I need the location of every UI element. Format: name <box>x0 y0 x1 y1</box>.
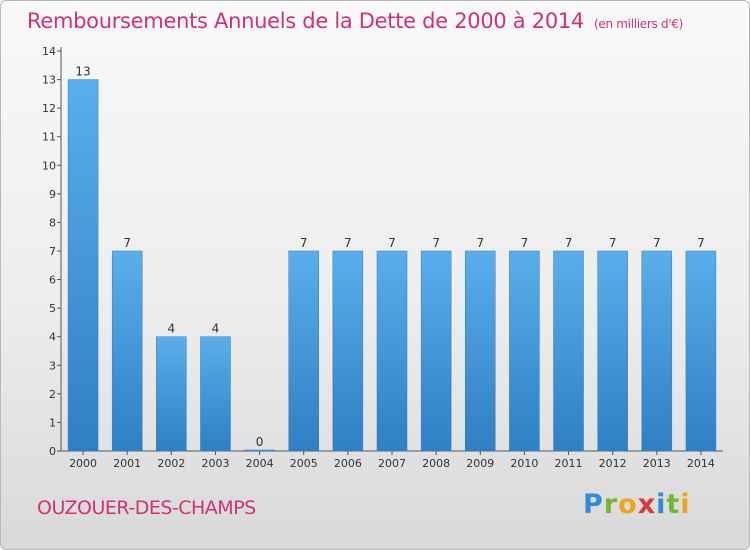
y-tick-label: 11 <box>42 131 56 144</box>
chart-title: Remboursements Annuels de la Dette de 20… <box>27 9 683 33</box>
bar-2011 <box>553 250 584 452</box>
x-tick-label-2010: 2010 <box>510 457 538 470</box>
y-tick-label: 0 <box>49 445 56 458</box>
value-label-2000: 13 <box>75 65 90 79</box>
bar-2001 <box>111 250 143 452</box>
proxiti-logo[interactable]: Proxiti <box>583 489 691 520</box>
value-label-2005: 7 <box>300 236 308 250</box>
value-label-2009: 7 <box>476 236 484 250</box>
y-tick-label: 1 <box>49 416 56 429</box>
x-tick-label-2000: 2000 <box>69 457 97 470</box>
x-tick-label-2008: 2008 <box>422 457 450 470</box>
bar-2010 <box>509 250 540 452</box>
value-label-2003: 4 <box>212 322 220 336</box>
y-tick-label: 12 <box>42 102 56 115</box>
y-tick-label: 6 <box>49 274 56 287</box>
y-tick-label: 13 <box>42 74 56 87</box>
bar-2009 <box>465 250 496 452</box>
chart-unit-note: (en milliers d'€) <box>594 17 684 31</box>
value-label-2001: 7 <box>123 236 131 250</box>
x-tick-label-2002: 2002 <box>157 457 185 470</box>
value-label-2002: 4 <box>168 322 176 336</box>
chart-bars <box>67 79 717 452</box>
bar-2004 <box>244 449 275 452</box>
y-tick-label: 7 <box>49 245 56 258</box>
y-tick-label: 8 <box>49 216 56 229</box>
x-tick-label-2013: 2013 <box>643 457 671 470</box>
y-tick-label: 14 <box>42 45 56 58</box>
x-tick-label-2005: 2005 <box>290 457 318 470</box>
x-tick-label-2009: 2009 <box>466 457 494 470</box>
value-label-2010: 7 <box>521 236 529 250</box>
x-tick-label-2014: 2014 <box>687 457 715 470</box>
chart-title-text: Remboursements Annuels de la Dette de 20… <box>27 9 584 33</box>
bar-2002 <box>156 336 187 452</box>
bar-2000 <box>67 79 99 452</box>
value-label-2004: 0 <box>256 435 264 449</box>
bar-2013 <box>641 250 673 452</box>
bar-2003 <box>200 336 231 452</box>
value-label-2007: 7 <box>388 236 396 250</box>
y-tick-label: 2 <box>49 388 56 401</box>
x-tick-label-2006: 2006 <box>334 457 362 470</box>
y-tick-label: 5 <box>49 302 56 315</box>
x-tick-label-2007: 2007 <box>378 457 406 470</box>
y-tick-label: 3 <box>49 359 56 372</box>
x-tick-label-2004: 2004 <box>246 457 274 470</box>
bar-2007 <box>376 250 408 452</box>
bar-2012 <box>597 250 628 452</box>
value-label-2011: 7 <box>565 236 573 250</box>
value-label-2006: 7 <box>344 236 352 250</box>
y-tick-label: 9 <box>49 188 56 201</box>
bar-2006 <box>332 250 364 452</box>
bar-2008 <box>420 250 452 452</box>
chart-labels: 13 2000 7 2001 4 2002 4 2003 0 2004 7 2005 7 2006 7 200… <box>69 65 715 470</box>
city-name: OUZOUER-DES-CHAMPS <box>37 497 256 519</box>
bar-2014 <box>685 250 717 452</box>
x-tick-label-2003: 2003 <box>201 457 229 470</box>
value-label-2014: 7 <box>697 236 705 250</box>
x-tick-label-2001: 2001 <box>113 457 141 470</box>
y-tick-label: 10 <box>42 159 56 172</box>
x-tick-label-2012: 2012 <box>599 457 627 470</box>
value-label-2012: 7 <box>609 236 617 250</box>
x-tick-label-2011: 2011 <box>555 457 583 470</box>
value-label-2008: 7 <box>432 236 440 250</box>
bar-2005 <box>288 250 319 452</box>
y-tick-label: 4 <box>49 331 56 344</box>
value-label-2013: 7 <box>653 236 661 250</box>
